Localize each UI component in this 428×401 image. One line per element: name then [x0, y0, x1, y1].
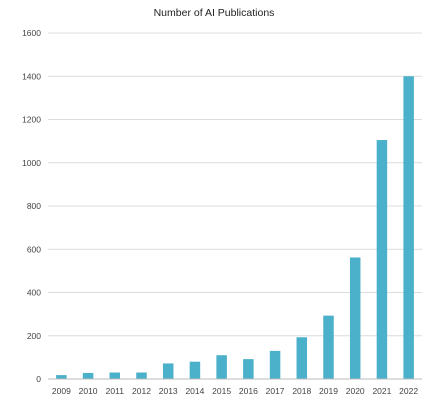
x-tick-label-2020: 2020: [346, 386, 365, 396]
bar-2010: [82, 372, 94, 379]
bar-2012: [136, 372, 147, 379]
y-tick-label-400: 400: [27, 288, 41, 298]
bar-2015: [216, 355, 227, 379]
x-tick-label-2013: 2013: [159, 386, 178, 396]
bar-2021: [376, 140, 388, 379]
x-tick-label-2018: 2018: [292, 386, 311, 396]
x-axis-tick-labels: 2009 2010 2011 2012 2013 2014 2015 2016 2017 2018…: [52, 386, 418, 396]
bar-2014: [189, 361, 201, 379]
x-tick-label-2009: 2009: [52, 386, 71, 396]
x-tick-label-2021: 2021: [372, 386, 391, 396]
bar-2019: [323, 315, 334, 379]
y-tick-label-600: 600: [27, 244, 41, 254]
x-tick-label-2022: 2022: [399, 386, 418, 396]
bar-2011: [109, 372, 121, 379]
bar-2018: [296, 337, 308, 379]
bar-2009: [56, 375, 67, 379]
y-tick-label-800: 800: [27, 201, 41, 211]
x-tick-label-2011: 2011: [106, 386, 125, 396]
x-tick-label-2010: 2010: [79, 386, 98, 396]
x-tick-label-2015: 2015: [212, 386, 231, 396]
bar-2016: [243, 359, 254, 379]
y-tick-label-1200: 1200: [22, 115, 41, 125]
bar-2020: [349, 257, 361, 379]
bars: [56, 76, 414, 379]
y-tick-label-200: 200: [27, 331, 41, 341]
y-tick-label-0: 0: [36, 374, 41, 384]
y-tick-label-1400: 1400: [22, 71, 41, 81]
y-tick-label-1600: 1600: [22, 28, 41, 38]
x-tick-label-2019: 2019: [319, 386, 338, 396]
x-tick-label-2016: 2016: [239, 386, 258, 396]
chart-title: Number of AI Publications: [153, 7, 275, 19]
y-axis-tick-labels: 0 200 400 600 800 1000 1200 1400 1600: [22, 28, 41, 384]
x-tick-label-2014: 2014: [185, 386, 204, 396]
x-tick-label-2017: 2017: [266, 386, 285, 396]
y-tick-label-1000: 1000: [22, 158, 41, 168]
gridlines: [48, 32, 422, 337]
bar-2017: [269, 350, 281, 379]
x-tick-label-2012: 2012: [132, 386, 151, 396]
bar-2013: [162, 363, 174, 379]
bar-2022: [403, 76, 414, 379]
